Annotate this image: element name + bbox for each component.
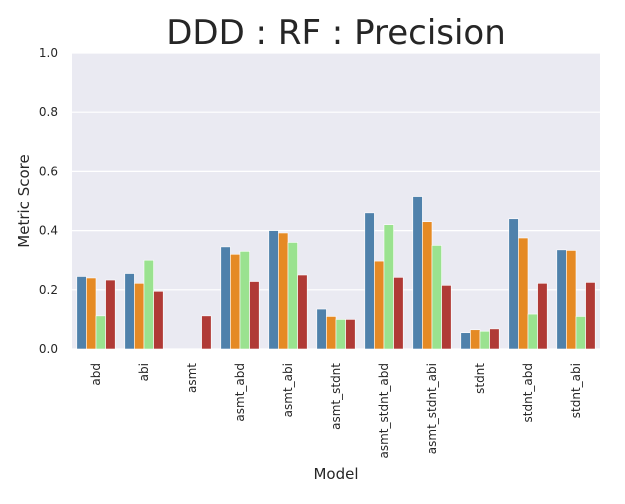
y-tick-label: 0.6 bbox=[39, 164, 58, 178]
bar-asmt-stdnt-abi-series-2 bbox=[422, 221, 433, 350]
y-tick-label: 0.0 bbox=[39, 342, 58, 356]
x-tick-label: asmt_stdnt_abd bbox=[377, 363, 391, 458]
y-tick-label: 0.8 bbox=[39, 105, 58, 119]
bar-asmt-abi-series-1 bbox=[268, 230, 279, 350]
bar-asmt-abi-series-2 bbox=[278, 232, 289, 350]
bar-abi-series-4 bbox=[153, 290, 164, 350]
bar-abd-series-1 bbox=[76, 276, 87, 350]
x-tick-label: asmt_stdnt bbox=[329, 363, 343, 430]
bar-stdnt-series-4 bbox=[489, 328, 500, 350]
x-tick-label: stdnt_abd bbox=[521, 363, 535, 422]
bar-asmt-stdnt-abd-series-1 bbox=[364, 212, 375, 350]
bar-abd-series-4 bbox=[105, 279, 116, 350]
x-tick-label: abi bbox=[137, 363, 151, 381]
x-tick-label: asmt_abd bbox=[233, 363, 247, 422]
bar-asmt-abd-series-1 bbox=[220, 246, 231, 350]
bar-asmt-stdnt-abi-series-3 bbox=[431, 245, 442, 350]
bar-stdnt-abd-series-2 bbox=[518, 237, 529, 350]
bar-abi-series-2 bbox=[134, 282, 145, 350]
bar-asmt-stdnt-abd-series-2 bbox=[374, 260, 385, 350]
bar-stdnt-abi-series-2 bbox=[566, 250, 577, 350]
bar-asmt-stdnt-series-3 bbox=[335, 319, 346, 350]
bar-asmt-abd-series-2 bbox=[230, 253, 241, 350]
bar-asmt-stdnt-abd-series-3 bbox=[383, 224, 394, 350]
bar-asmt-series-4 bbox=[201, 315, 212, 350]
bar-stdnt-series-1 bbox=[460, 332, 471, 350]
bar-stdnt-series-2 bbox=[470, 329, 481, 350]
y-axis-label: Metric Score bbox=[15, 154, 33, 247]
bar-asmt-stdnt-abi-series-4 bbox=[441, 285, 452, 350]
x-tick-label: asmt_abi bbox=[281, 363, 295, 417]
x-tick-label: abd bbox=[89, 363, 103, 386]
bar-stdnt-abd-series-1 bbox=[508, 218, 519, 350]
y-tick-label: 0.4 bbox=[39, 224, 58, 238]
x-tick-label: asmt bbox=[185, 363, 199, 393]
x-axis-ticks: abd abi asmt asmt_abd asmt_abi asmt_stdnt asmt… bbox=[89, 363, 583, 459]
bar-stdnt-abi-series-3 bbox=[575, 316, 586, 350]
chart-title: DDD : RF : Precision bbox=[166, 13, 506, 53]
bar-abi-series-3 bbox=[143, 259, 154, 350]
y-tick-label: 0.2 bbox=[39, 283, 58, 297]
bar-abi-series-1 bbox=[124, 273, 135, 350]
x-tick-label: stdnt bbox=[473, 363, 487, 394]
bar-asmt-stdnt-series-1 bbox=[316, 308, 327, 350]
bar-stdnt-abd-series-3 bbox=[527, 313, 538, 350]
bar-asmt-stdnt-series-4 bbox=[345, 319, 356, 350]
x-tick-label: stdnt_abi bbox=[569, 363, 583, 418]
bar-asmt-abd-series-3 bbox=[239, 251, 250, 350]
bar-stdnt-abd-series-4 bbox=[537, 282, 548, 350]
y-tick-label: 1.0 bbox=[39, 46, 58, 60]
bar-asmt-abi-series-4 bbox=[297, 274, 308, 350]
bar-abd-series-2 bbox=[86, 277, 97, 350]
bar-asmt-stdnt-abd-series-4 bbox=[393, 277, 404, 350]
bars-group bbox=[76, 196, 596, 350]
bar-stdnt-series-3 bbox=[479, 330, 490, 350]
bar-asmt-abi-series-3 bbox=[287, 242, 298, 350]
bar-stdnt-abi-series-1 bbox=[556, 249, 567, 350]
bar-abd-series-3 bbox=[95, 315, 106, 350]
bar-asmt-abd-series-4 bbox=[249, 281, 260, 350]
x-tick-label: asmt_stdnt_abi bbox=[425, 363, 439, 454]
bar-stdnt-abi-series-4 bbox=[585, 282, 596, 350]
bar-asmt-stdnt-series-2 bbox=[326, 316, 337, 350]
x-axis-label: Model bbox=[313, 465, 358, 483]
bar-asmt-stdnt-abi-series-1 bbox=[412, 196, 423, 350]
y-axis-ticks: 0.0 0.2 0.4 0.6 0.8 1.0 bbox=[39, 46, 58, 356]
